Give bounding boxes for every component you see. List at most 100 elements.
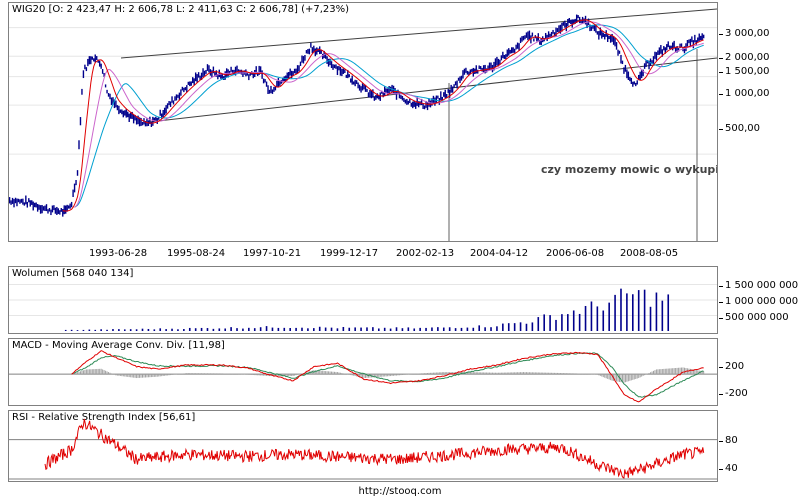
- volume-bar: [265, 326, 268, 331]
- volume-bar: [354, 327, 356, 331]
- volume-bar: [129, 329, 132, 331]
- volume-bar: [171, 328, 173, 331]
- volume-bar: [620, 288, 622, 331]
- volume-bar: [112, 329, 114, 331]
- volume-bar: [70, 329, 73, 331]
- volume-bar: [525, 323, 528, 331]
- volume-bar: [655, 292, 658, 331]
- volume-bar: [383, 327, 386, 331]
- volume-bar: [614, 294, 616, 331]
- volume-bar: [567, 314, 569, 331]
- volume-bar: [502, 323, 504, 331]
- moving-average-mid: [74, 21, 704, 208]
- volume-bar: [561, 314, 563, 331]
- volume-bar: [183, 329, 185, 331]
- volume-bar: [94, 329, 97, 331]
- volume-bar: [667, 294, 670, 331]
- volume-bar: [141, 328, 144, 331]
- volume-bar: [637, 290, 640, 331]
- volume-y-label: 1 000 000 000: [725, 296, 799, 307]
- moving-average-short: [62, 19, 704, 212]
- volume-bar: [572, 310, 575, 331]
- x-label: 1995-08-24: [166, 248, 226, 259]
- volume-bar: [466, 327, 469, 331]
- volume-bar: [513, 323, 516, 331]
- volume-bar: [425, 327, 427, 331]
- volume-bar: [584, 305, 587, 331]
- volume-bar: [147, 328, 150, 331]
- volume-bar: [401, 328, 404, 331]
- x-label: 2006-06-08: [545, 248, 605, 259]
- volume-bar: [253, 328, 256, 331]
- volume-bar: [200, 327, 203, 331]
- volume-bar: [313, 328, 315, 331]
- price-y-label: 500,00: [725, 123, 760, 134]
- rsi-panel-title: RSI - Relative Strength Index [56,61]: [12, 412, 196, 423]
- volume-bar: [419, 327, 421, 331]
- volume-bar: [661, 300, 664, 331]
- trend-line-lower: [148, 57, 717, 123]
- volume-bar: [626, 293, 628, 331]
- rsi-y-axis: 80 40: [719, 410, 799, 482]
- volume-bar: [413, 328, 416, 331]
- volume-bar: [549, 315, 551, 331]
- macd-line: [71, 350, 704, 403]
- rsi-y-label: 40: [725, 463, 738, 474]
- price-y-label: 1 500,00: [725, 66, 770, 77]
- volume-bar: [472, 327, 475, 331]
- volume-bar: [389, 328, 392, 331]
- volume-bar: [490, 327, 492, 331]
- volume-bar: [602, 310, 605, 331]
- volume-bar: [324, 327, 327, 331]
- volume-bar: [507, 323, 510, 331]
- x-label: 1999-12-17: [319, 248, 379, 259]
- volume-y-label: 500 000 000: [725, 312, 789, 323]
- volume-bar: [437, 327, 439, 331]
- volume-chart: [9, 284, 717, 331]
- rsi-chart: [9, 418, 717, 480]
- volume-bar: [395, 327, 398, 331]
- volume-bar: [407, 327, 410, 331]
- volume-y-label: 1 500 000 000: [725, 280, 799, 291]
- price-panel: WIG20 [O: 2 423,47 H: 2 606,78 L: 2 411,…: [8, 2, 718, 242]
- volume-bar: [165, 329, 167, 331]
- volume-bar: [448, 327, 451, 331]
- volume-bar: [82, 329, 85, 331]
- volume-bar: [123, 329, 126, 331]
- price-y-label: 3 000,00: [725, 28, 770, 39]
- volume-bar: [348, 327, 351, 331]
- volume-panel: Wolumen [568 040 134]: [8, 266, 718, 334]
- volume-bar: [578, 313, 581, 331]
- volume-bar: [236, 328, 238, 331]
- volume-bar: [531, 322, 534, 331]
- volume-bar: [649, 306, 652, 331]
- volume-bar: [218, 328, 221, 331]
- macd-y-label: 200: [725, 361, 745, 372]
- volume-bar: [64, 329, 67, 331]
- volume-bar: [366, 327, 368, 331]
- volume-bar: [372, 327, 374, 331]
- moving-average-long: [74, 24, 704, 208]
- volume-bar: [478, 325, 481, 331]
- x-label: 1997-10-21: [242, 248, 302, 259]
- volume-bar: [106, 329, 108, 331]
- volume-bar: [135, 329, 138, 331]
- x-label: 2002-02-13: [395, 248, 455, 259]
- macd-chart: [9, 350, 717, 403]
- volume-bar: [177, 329, 179, 331]
- volume-bar: [496, 326, 498, 331]
- price-annotation: czy mozemy mowic o wykupieniu: [541, 163, 717, 176]
- price-panel-title: WIG20 [O: 2 423,47 H: 2 606,78 L: 2 411,…: [12, 4, 350, 15]
- volume-bar: [153, 329, 156, 331]
- volume-bar: [342, 326, 345, 331]
- volume-bar: [360, 327, 362, 331]
- volume-bar: [271, 327, 274, 331]
- volume-bar: [283, 327, 286, 331]
- volume-bar: [460, 327, 463, 331]
- x-label: 2004-04-12: [469, 248, 529, 259]
- volume-bar: [248, 327, 250, 331]
- volume-bar: [159, 328, 162, 331]
- volume-bar: [242, 328, 244, 331]
- rsi-y-label: 80: [725, 435, 738, 446]
- volume-bar: [277, 327, 280, 331]
